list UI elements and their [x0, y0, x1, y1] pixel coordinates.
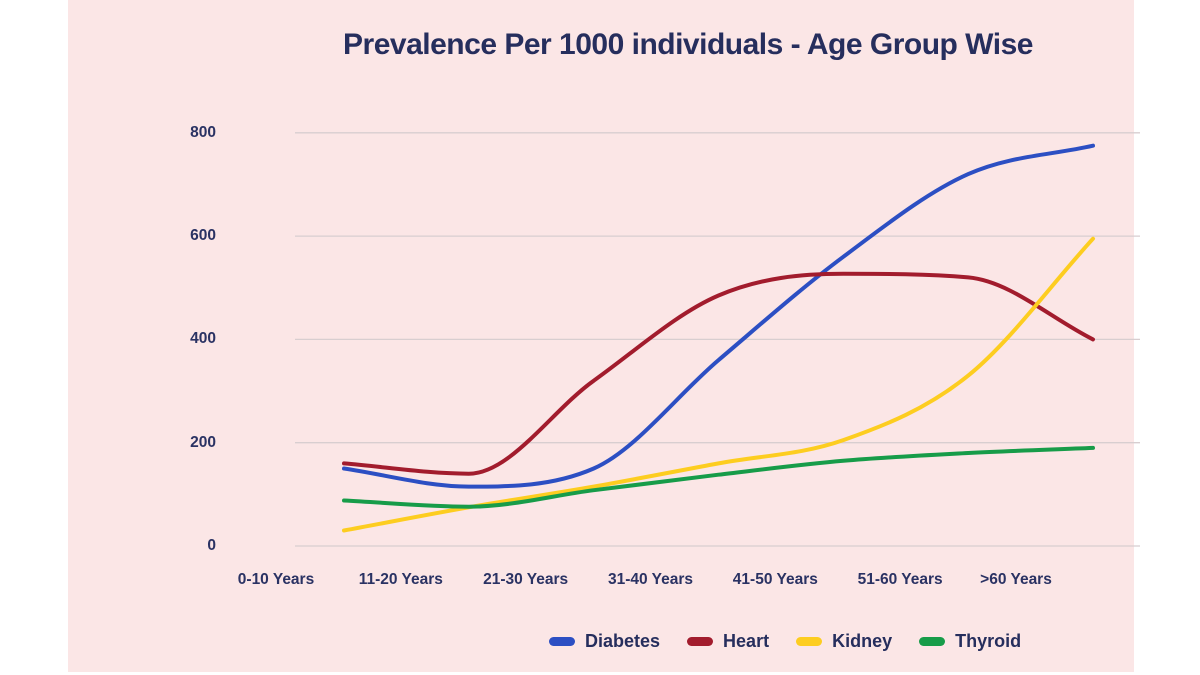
series-line-thyroid	[342, 445, 1095, 509]
line-chart-svg	[295, 132, 1140, 547]
y-axis-label-200: 200	[190, 433, 216, 451]
series-line-heart	[342, 271, 1095, 476]
legend-label-thyroid: Thyroid	[955, 631, 1022, 651]
x-axis-label-7: >60 Years	[980, 571, 1052, 588]
y-axis-label-600: 600	[190, 227, 216, 245]
y-axis-label-800: 800	[190, 123, 216, 141]
x-axis-label-4: 31-40 Years	[607, 571, 694, 588]
legend-swatch-thyroid	[919, 636, 946, 646]
x-axis-label-3: 21-30 Years	[483, 571, 569, 588]
legend-item-thyroid[interactable]: Thyroid	[919, 629, 1021, 653]
legend: Diabetes Heart Kidney Thyroid	[549, 629, 1021, 653]
series-line-diabetes	[342, 143, 1095, 489]
y-axis-label-0: 0	[207, 537, 216, 554]
chart-title: Prevalence Per 1000 individuals - Age Gr…	[343, 28, 1033, 61]
legend-label-kidney: Kidney	[832, 631, 893, 651]
x-axis-label-1: 0-10 Years	[237, 571, 315, 588]
legend-swatch-kidney	[796, 636, 823, 646]
legend-label-diabetes: Diabetes	[585, 631, 661, 651]
legend-item-diabetes[interactable]: Diabetes	[549, 629, 660, 653]
x-axis-label-5: 41-50 Years	[732, 571, 818, 588]
x-axis-label-6: 51-60 Years	[857, 571, 943, 588]
legend-swatch-diabetes	[549, 636, 575, 646]
x-axis-label-2: 11-20 Years	[358, 571, 443, 588]
legend-swatch-heart	[687, 636, 714, 646]
legend-item-heart[interactable]: Heart	[687, 629, 769, 653]
legend-item-kidney[interactable]: Kidney	[796, 629, 892, 653]
legend-label-heart: Heart	[723, 631, 770, 651]
y-axis-label-400: 400	[190, 330, 216, 348]
chart-panel: Prevalence Per 1000 individuals - Age Gr…	[68, 0, 1140, 672]
